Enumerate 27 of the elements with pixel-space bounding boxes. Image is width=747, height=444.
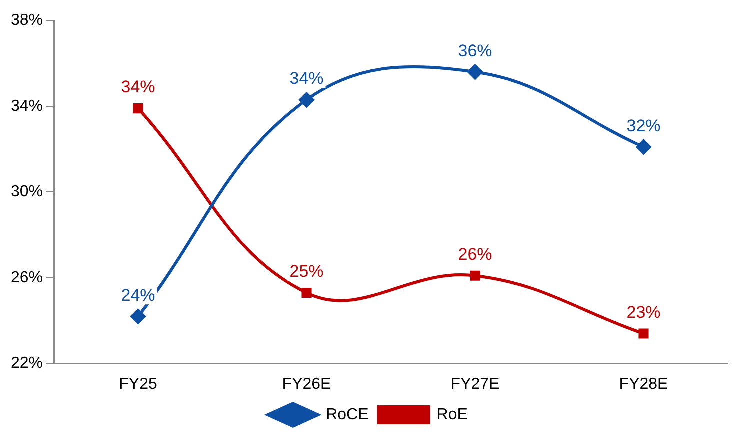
point [638,328,649,339]
data-label: 34% [121,78,156,97]
x-tick-label: FY27E [450,376,500,393]
data-label: 36% [458,41,492,60]
point [133,104,144,114]
point [299,92,314,108]
data-label: 24% [121,286,156,305]
y-tick-label: 26% [10,269,44,286]
data-label: 26% [458,245,492,264]
y-tick-label: 38% [10,12,44,30]
y-tick-label: 34% [10,98,44,115]
point [130,309,146,324]
point [636,140,652,155]
x-tick-label: FY28E [619,376,668,393]
legend-label: RoE [436,406,468,424]
data-label: 23% [626,302,661,322]
data-label: 25% [290,262,324,282]
data-label: 34% [290,69,324,88]
point [468,64,483,80]
y-tick-label: 30% [10,184,44,201]
x-tick-label: FY26E [282,376,332,393]
point [470,270,480,281]
y-tick-label: 22% [10,355,44,372]
point [302,288,312,298]
x-tick-label: FY25 [119,376,158,393]
legend-label: RoCE [326,406,369,424]
data-label: 32% [626,116,661,136]
